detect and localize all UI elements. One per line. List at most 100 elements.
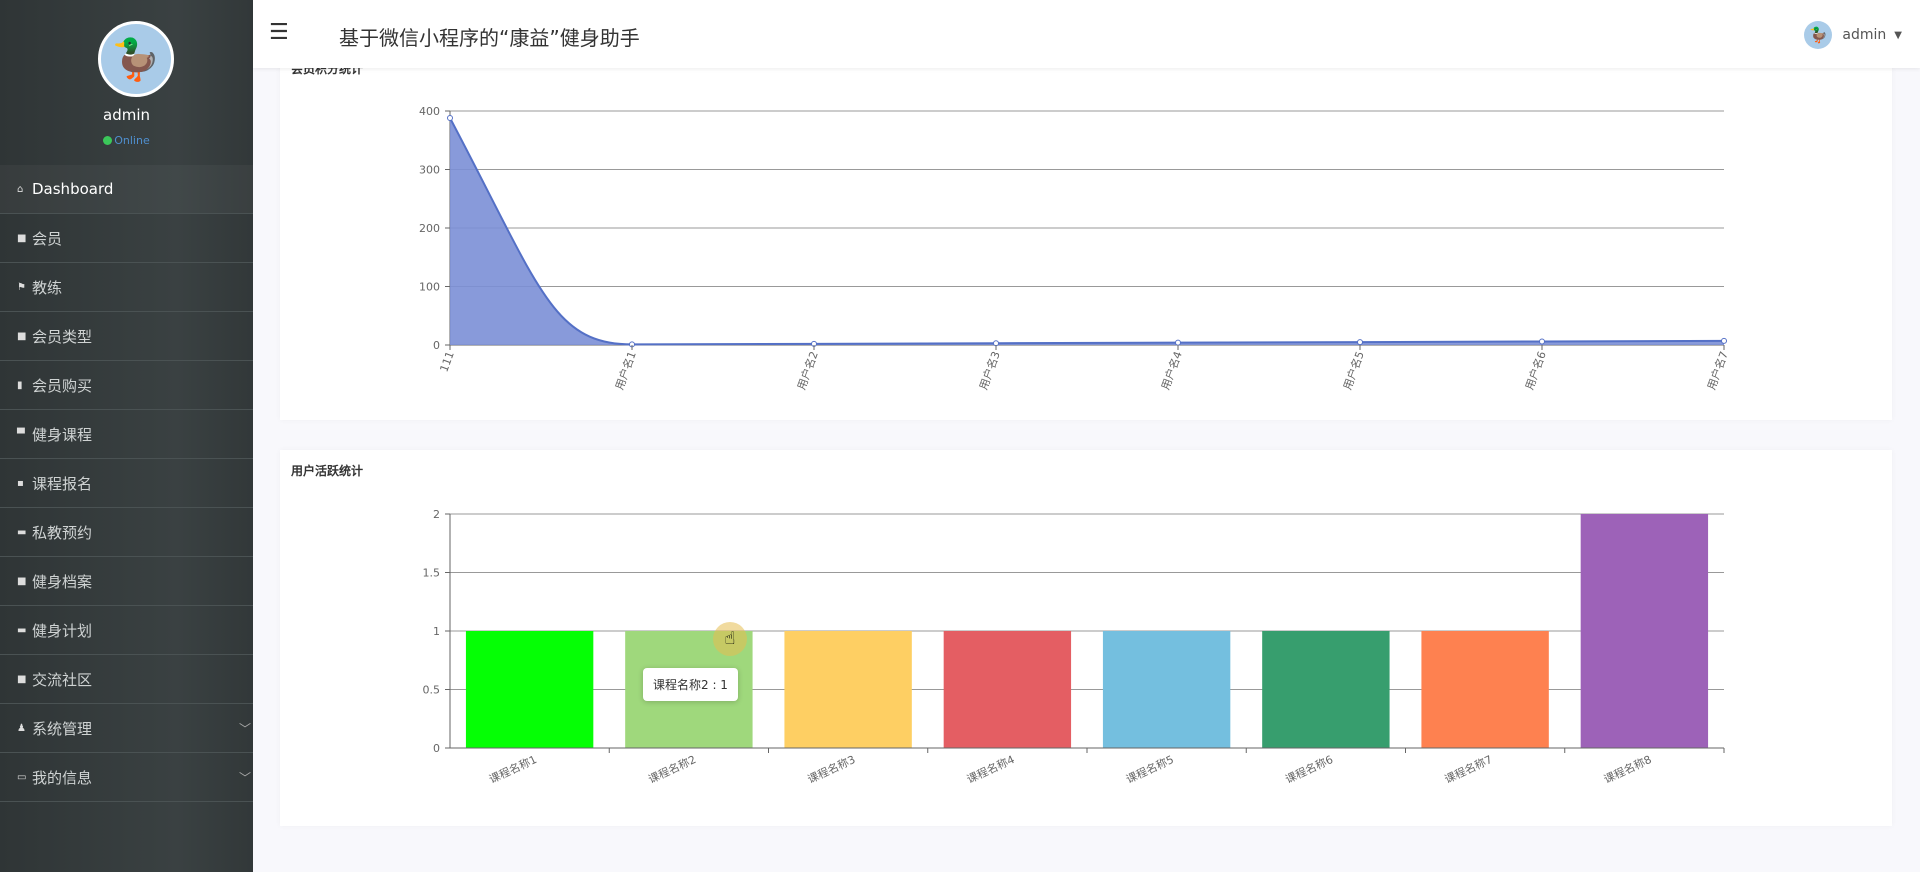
bar[interactable] (943, 631, 1072, 748)
x-tick-label: 课程名称8 (1602, 752, 1654, 786)
x-tick-label: 用户名2 (794, 349, 821, 391)
x-tick-label: 课程名称3 (805, 752, 857, 786)
briefcase-icon: ▬ (17, 624, 27, 636)
clipboard-icon: ▮ (17, 379, 23, 391)
x-tick-label: 用户名3 (976, 349, 1003, 391)
sidebar-item-label: 课程报名 (32, 474, 93, 493)
status-badge: Online (0, 134, 253, 147)
sidebar-item-label: 健身档案 (32, 572, 93, 591)
bar[interactable] (1102, 631, 1231, 748)
hand-cursor-icon: ☝ (713, 622, 747, 656)
sidebar-item-6[interactable]: ▪ 课程报名 (0, 459, 253, 508)
area-fill (450, 118, 1724, 346)
home-icon: ⌂ (17, 183, 24, 195)
header: ☰ 基于微信小程序的“康益”健身助手 🦆 admin ▼ (253, 0, 1920, 68)
chart-icon: ▪ (17, 477, 24, 489)
menu-toggle-icon[interactable]: ☰ (269, 20, 289, 45)
avatar: 🦆 (1804, 21, 1833, 49)
chevron-down-icon: ﹀ (238, 770, 251, 785)
monitor-icon: ▀ (17, 428, 25, 440)
chevron-down-icon: ▼ (1894, 29, 1902, 41)
sidebar-item-label: 健身课程 (32, 425, 93, 444)
sidebar-item-7[interactable]: ▬ 私教预约 (0, 508, 253, 557)
data-point[interactable] (1175, 339, 1181, 346)
sidebar-item-5[interactable]: ▀ 健身课程 (0, 410, 253, 459)
data-point[interactable] (993, 340, 999, 347)
bar[interactable] (1421, 631, 1549, 748)
y-tick-label: 1 (433, 625, 440, 638)
chevron-down-icon: ﹀ (238, 721, 251, 736)
user-icon: ♟ (17, 722, 26, 734)
sidebar-item-3[interactable]: ■ 会员类型 (0, 312, 253, 361)
data-point[interactable] (1357, 339, 1363, 346)
grid-icon: ■ (17, 232, 27, 244)
sidebar-item-label: Dashboard (32, 180, 114, 198)
y-tick-label: 200 (419, 222, 440, 235)
x-tick-label: 课程名称5 (1124, 752, 1176, 786)
sidebar: 🦆 admin Online ⌂ Dashboard ■ 会员 ⚑ 教练 ■ 会员类型 ▮ 会员购… (0, 0, 253, 872)
sidebar-item-4[interactable]: ▮ 会员购买 (0, 361, 253, 410)
sidebar-menu: ⌂ Dashboard ■ 会员 ⚑ 教练 ■ 会员类型 ▮ 会员购买 ▀ 健身课程 ▪ 课程报名 ▬ 私教预… (0, 165, 253, 802)
bar[interactable] (465, 631, 594, 748)
sidebar-item-12[interactable]: ▭ 我的信息 ﹀ (0, 753, 253, 802)
x-tick-label: 课程名称6 (1283, 752, 1335, 786)
sidebar-item-2[interactable]: ⚑ 教练 (0, 263, 253, 312)
y-tick-label: 2 (433, 508, 440, 521)
y-tick-label: 0 (433, 339, 440, 352)
sidebar-item-label: 会员类型 (32, 327, 93, 346)
flag-icon: ⚑ (17, 281, 26, 293)
area-chart-card: 会员积分统计 (280, 40, 1892, 420)
x-tick-label: 课程名称7 (1442, 752, 1494, 786)
y-tick-label: 100 (419, 281, 440, 294)
avatar[interactable]: 🦆 (98, 21, 174, 97)
x-tick-label: 用户名1 (612, 349, 639, 391)
card-icon: ▭ (17, 771, 27, 783)
sidebar-item-1[interactable]: ■ 会员 (0, 214, 253, 263)
x-tick-label: 课程名称2 (646, 752, 698, 786)
chart-tooltip: 课程名称2 : 1 (643, 668, 738, 701)
user-menu[interactable]: 🦆 admin ▼ (1804, 21, 1902, 49)
sidebar-item-label: 我的信息 (32, 768, 93, 787)
series-line (449, 117, 1725, 346)
online-dot-icon (103, 136, 113, 145)
sidebar-item-label: 私教预约 (32, 523, 93, 542)
user-name: admin (1842, 27, 1887, 43)
bar[interactable] (784, 631, 912, 748)
bar[interactable] (1580, 514, 1709, 748)
sidebar-item-10[interactable]: ■ 交流社区 (0, 655, 253, 704)
sidebar-item-label: 系统管理 (32, 719, 93, 738)
sidebar-item-label: 交流社区 (32, 670, 93, 689)
sidebar-item-label: 健身计划 (32, 621, 93, 640)
sidebar-item-0[interactable]: ⌂ Dashboard (0, 165, 253, 214)
page-title: 基于微信小程序的“康益”健身助手 (339, 26, 640, 50)
briefcase-icon: ▬ (17, 526, 27, 538)
y-tick-label: 0.5 (423, 684, 441, 697)
y-tick-label: 400 (419, 105, 440, 118)
data-point[interactable] (1721, 337, 1727, 344)
sidebar-username: admin (103, 106, 150, 124)
y-tick-label: 0 (433, 742, 440, 755)
sidebar-item-label: 教练 (32, 278, 63, 297)
sidebar-item-8[interactable]: ■ 健身档案 (0, 557, 253, 606)
grid-icon: ■ (17, 575, 27, 587)
x-tick-label: 111 (437, 350, 456, 374)
sidebar-item-11[interactable]: ♟ 系统管理 ﹀ (0, 704, 253, 753)
y-tick-label: 300 (419, 164, 440, 177)
bar[interactable] (1262, 631, 1390, 748)
x-tick-label: 用户名6 (1522, 349, 1549, 391)
sidebar-item-label: 会员 (32, 229, 63, 248)
data-point[interactable] (1539, 338, 1545, 345)
x-tick-label: 课程名称4 (965, 752, 1017, 786)
sidebar-item-label: 会员购买 (32, 376, 93, 395)
data-point[interactable] (447, 115, 453, 122)
sidebar-item-9[interactable]: ▬ 健身计划 (0, 606, 253, 655)
chart-title: 用户活跃统计 (291, 464, 364, 478)
grid-icon: ■ (17, 673, 27, 685)
grid-icon: ■ (17, 330, 27, 342)
x-tick-label: 用户名4 (1158, 349, 1185, 391)
x-tick-label: 课程名称1 (487, 752, 539, 786)
x-tick-label: 用户名5 (1340, 349, 1367, 391)
y-tick-label: 1.5 (423, 567, 441, 580)
x-tick-label: 用户名7 (1704, 349, 1731, 391)
